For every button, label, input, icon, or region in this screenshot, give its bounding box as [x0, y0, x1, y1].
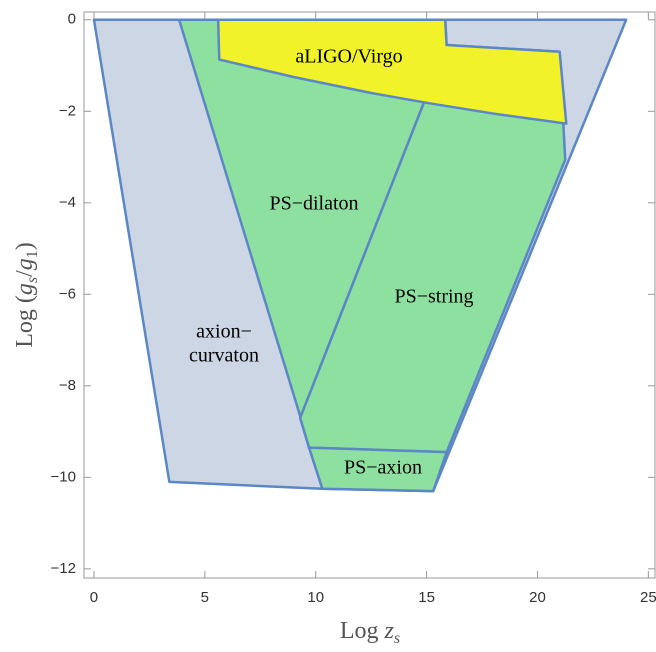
y-label-part: Log (	[12, 295, 38, 348]
region-label: aLIGO/Virgo	[295, 46, 402, 68]
y-label-part: )	[12, 242, 38, 250]
y-label-part: s	[24, 277, 41, 283]
x-tick-label: 15	[418, 589, 435, 606]
x-axis-label: Log zs	[340, 618, 400, 647]
y-tick-label: −4	[59, 194, 76, 211]
y-tick-label: −8	[59, 377, 76, 394]
region	[307, 446, 448, 493]
y-tick-label: −2	[59, 102, 76, 119]
x-tick-label: 20	[529, 589, 546, 606]
region-label: curvaton	[189, 345, 259, 367]
x-label-part: z	[384, 618, 395, 644]
plot-frame	[83, 11, 656, 579]
y-tick-label: −6	[59, 285, 76, 302]
region-label: axion−	[196, 321, 252, 343]
x-tick-label: 5	[201, 589, 209, 606]
y-label-part: g	[12, 258, 38, 270]
region-label: PS−dilaton	[269, 193, 358, 215]
x-tick-label: 0	[90, 589, 98, 606]
y-label-part: g	[12, 283, 38, 295]
y-label-part: /	[12, 270, 38, 277]
y-tick-label: −10	[51, 468, 76, 485]
region-label: PS−string	[394, 286, 473, 308]
region-label: PS−axion	[344, 457, 422, 479]
region	[216, 18, 568, 125]
x-label-part: Log	[340, 618, 385, 644]
y-tick-label: 0	[68, 11, 76, 28]
y-label-part: 1	[24, 250, 41, 258]
y-tick-label: −12	[51, 560, 76, 577]
x-label-part: s	[394, 630, 400, 647]
x-tick-label: 10	[307, 589, 324, 606]
x-tick-label: 25	[640, 589, 656, 606]
y-axis-label: Log (gs/g1)	[12, 242, 41, 348]
